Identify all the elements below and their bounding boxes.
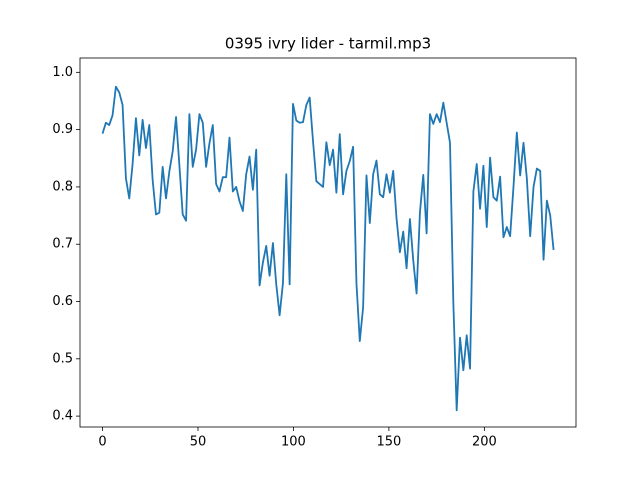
y-tick-label: 0.7 (52, 237, 73, 252)
plot-frame (79, 57, 577, 428)
x-tick-label: 200 (472, 435, 497, 450)
line-series (101, 85, 555, 412)
y-tick-label: 0.5 (52, 351, 73, 366)
x-tick-label: 150 (376, 435, 401, 450)
x-tick-label: 50 (190, 435, 207, 450)
chart-title: 0395 ivry lider - tarmil.mp3 (225, 35, 431, 53)
x-tick-label: 100 (281, 435, 306, 450)
x-tick-label: 0 (98, 435, 106, 450)
y-tick-label: 0.6 (52, 294, 73, 309)
y-tick-label: 1.0 (52, 65, 73, 80)
y-tick-label: 0.4 (52, 409, 73, 424)
y-tick-label: 0.8 (52, 179, 73, 194)
y-tick-label: 0.9 (52, 122, 73, 137)
